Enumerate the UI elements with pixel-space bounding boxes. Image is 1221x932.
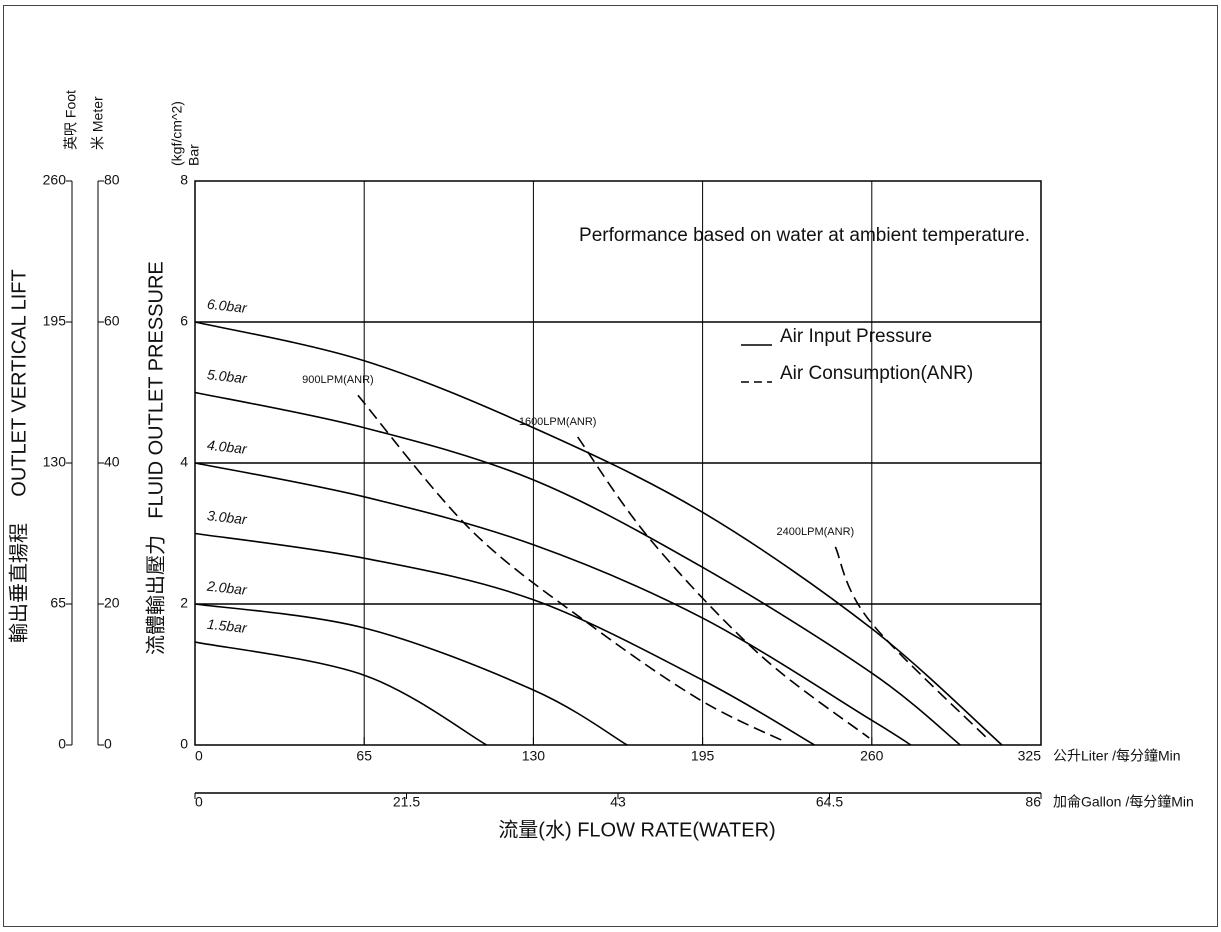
x2-tick-label: 64.5 xyxy=(816,794,843,810)
y-tick-label: 0 xyxy=(180,736,188,752)
x2-tick-label: 0 xyxy=(195,794,203,810)
series-label: 2400LPM(ANR) xyxy=(777,526,855,538)
x-tick-label: 65 xyxy=(356,748,372,764)
x-tick-label: 195 xyxy=(691,748,715,764)
x-axis-label: 流量(水) FLOW RATE(WATER) xyxy=(498,818,775,841)
meter-tick-label: 0 xyxy=(104,736,112,752)
series-line xyxy=(194,603,628,746)
legend-label: Air Consumption(ANR) xyxy=(780,363,973,384)
foot-tick-label: 260 xyxy=(43,172,67,188)
y-tick-label: 6 xyxy=(180,313,188,329)
series-label: 5.0bar xyxy=(206,366,248,386)
legend-label: Air Input Pressure xyxy=(780,326,932,347)
series-line xyxy=(357,394,787,743)
y-tick-label: 2 xyxy=(180,595,188,611)
series-line xyxy=(194,532,815,746)
y-tick-label: 8 xyxy=(180,172,188,188)
y-axis-label-cn: 流體輸出壓力 xyxy=(144,535,167,655)
x-tick-label: 130 xyxy=(522,748,546,764)
series-line xyxy=(194,641,487,746)
series-label: 2.0bar xyxy=(205,578,248,598)
y-unit: Bar xyxy=(186,144,202,166)
series-label: 4.0bar xyxy=(206,437,248,457)
foot-tick-label: 0 xyxy=(58,736,66,752)
y-tick-label: 4 xyxy=(180,454,188,470)
series-label: 900LPM(ANR) xyxy=(302,374,374,386)
meter-tick-label: 40 xyxy=(104,454,120,470)
x-unit: 公升Liter /每分鐘Min xyxy=(1053,748,1181,764)
meter-tick-label: 60 xyxy=(104,313,120,329)
y-unit: (kgf/cm^2) xyxy=(169,101,185,166)
x-tick-label: 0 xyxy=(195,748,203,764)
series-line xyxy=(576,436,870,739)
y-axis-label: FLUID OUTLET PRESSURE xyxy=(145,261,167,518)
series-line xyxy=(194,462,912,746)
series-label: 1600LPM(ANR) xyxy=(519,416,597,428)
x-tick-label: 325 xyxy=(1018,748,1042,764)
meter-unit: 米 Meter xyxy=(90,96,106,150)
x2-tick-label: 21.5 xyxy=(393,794,420,810)
series-line xyxy=(194,391,961,746)
foot-unit: 英呎 Foot xyxy=(63,90,79,150)
frame xyxy=(3,5,1218,927)
x-tick-label: 260 xyxy=(860,748,884,764)
foot-tick-label: 65 xyxy=(50,595,66,611)
series-line xyxy=(834,546,990,741)
lift-label: OUTLET VERTICAL LIFT xyxy=(8,269,30,496)
series-label: 1.5bar xyxy=(206,616,248,636)
x2-tick-label: 86 xyxy=(1025,794,1041,810)
annotation: Performance based on water at ambient te… xyxy=(579,225,1030,246)
meter-tick-label: 20 xyxy=(104,595,120,611)
foot-tick-label: 130 xyxy=(43,454,67,470)
meter-tick-label: 80 xyxy=(104,172,120,188)
x2-unit: 加侖Gallon /每分鐘Min xyxy=(1053,794,1194,810)
foot-tick-label: 195 xyxy=(43,313,67,329)
series-label: 6.0bar xyxy=(206,296,248,316)
x2-tick-label: 43 xyxy=(610,794,626,810)
lift-label-cn: 輸出垂直揚程 xyxy=(7,523,30,643)
series-label: 3.0bar xyxy=(206,507,248,527)
